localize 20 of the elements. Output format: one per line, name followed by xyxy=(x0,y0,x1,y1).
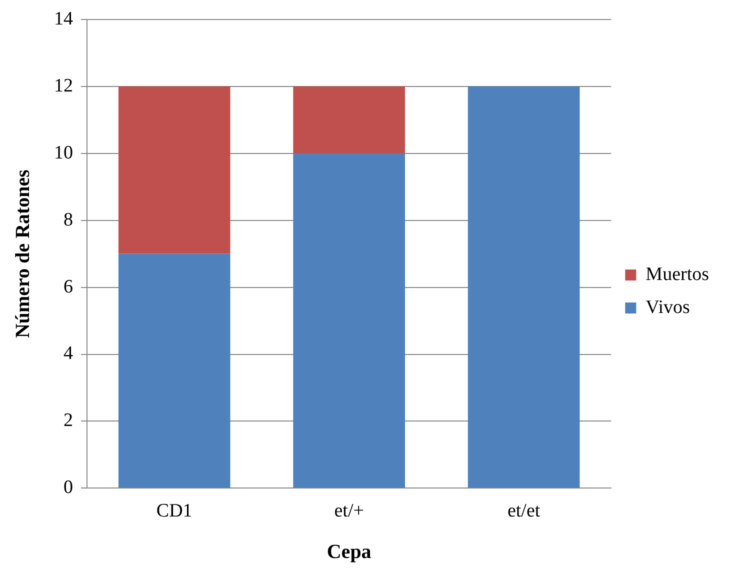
y-tick-label: 10 xyxy=(54,142,73,164)
x-tick-label: et/et xyxy=(507,500,541,522)
bar xyxy=(293,153,405,488)
y-tick-label: 2 xyxy=(64,410,73,432)
x-axis-title: Cepa xyxy=(326,541,372,564)
y-tick-label: 8 xyxy=(64,209,73,230)
y-axis-title: Número de Ratones xyxy=(12,169,34,338)
bar xyxy=(118,86,230,254)
y-tick-label: 4 xyxy=(64,343,74,364)
y-tick-label: 0 xyxy=(64,477,73,498)
bar xyxy=(118,254,230,488)
x-tick-label: et/+ xyxy=(334,500,364,522)
legend-label: Muertos xyxy=(646,264,709,285)
y-tick-label: 6 xyxy=(64,276,73,298)
bar xyxy=(293,86,405,154)
y-tick-label: 12 xyxy=(54,75,73,96)
legend-label: Vivos xyxy=(646,296,690,318)
bar xyxy=(468,86,580,488)
y-tick-label: 14 xyxy=(54,8,74,30)
x-tick-label: CD1 xyxy=(156,500,192,522)
